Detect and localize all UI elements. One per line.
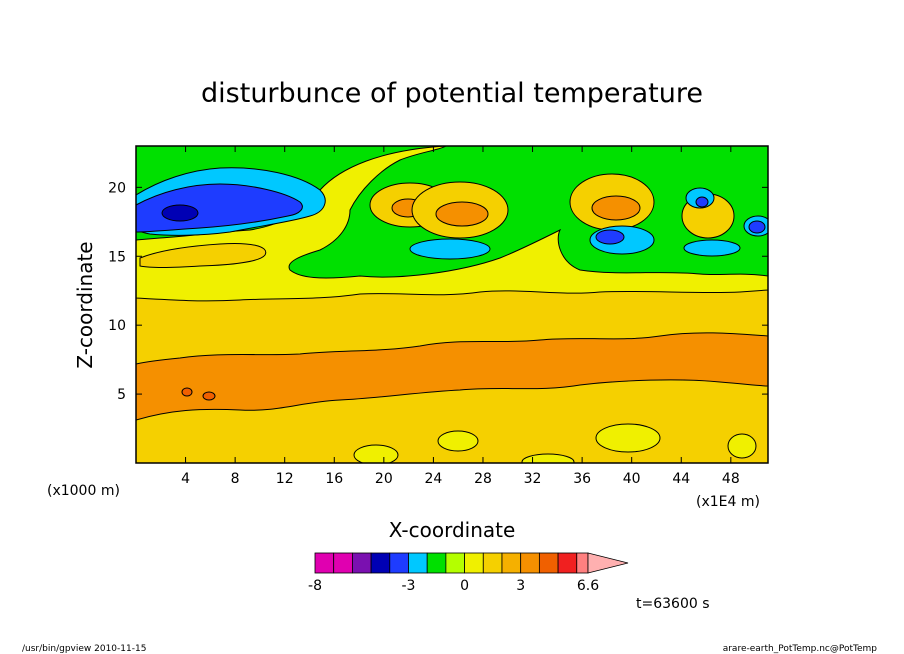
x-tick-label: 48 (722, 471, 740, 487)
colorbar-tick-label: 6.6 (577, 578, 599, 594)
blob-navy-left (161, 204, 199, 222)
x-tick-label: 24 (424, 471, 442, 487)
colorbar-swatch (408, 552, 428, 574)
blob-light-bottom5 (521, 453, 575, 463)
footer-right: arare-earth_PotTemp.nc@PotTemp (723, 644, 878, 654)
blob-blue-right (748, 220, 766, 234)
blob-orange-wave3 (591, 195, 641, 221)
blob-red-spot2 (202, 391, 216, 401)
colorbar-tick-label: 0 (460, 578, 469, 594)
colorbar-swatch (389, 552, 409, 574)
colorbar-swatch (426, 552, 447, 574)
colorbar-swatch (445, 552, 465, 574)
plot-area (136, 146, 768, 463)
colorbar-swatch (370, 552, 391, 574)
x-unit-left: (x1000 m) (47, 483, 120, 499)
blob-cyan-bottom-right (683, 239, 741, 257)
blob-blue-wave4 (695, 196, 709, 208)
colorbar-swatch (482, 552, 503, 574)
x-tick-label: 32 (524, 471, 542, 487)
blob-light-bottom3 (595, 423, 661, 453)
blob-light-bottom2 (437, 430, 479, 452)
blob-blue-wave3 (595, 229, 625, 245)
colorbar: -8 -3 0 3 6.6 (308, 552, 629, 594)
y-tick-label: 10 (108, 318, 126, 334)
colorbar-swatch (501, 552, 522, 574)
colorbar-swatch (520, 552, 540, 574)
y-axis: 5 10 15 20 (108, 180, 768, 403)
x-axis: 4 8 12 16 20 24 28 32 36 40 44 48 (181, 146, 740, 487)
colorbar-swatch (333, 552, 353, 574)
x-tick-label: 20 (375, 471, 393, 487)
colorbar-swatch (314, 552, 335, 574)
y-axis-label: Z-coordinate (73, 241, 97, 368)
colorbar-swatch (351, 552, 372, 574)
colorbar-extend-arrow (587, 552, 629, 574)
blob-cyan-wave2 (409, 238, 491, 260)
x-tick-label: 4 (181, 471, 190, 487)
time-label: t=63600 s (636, 596, 710, 612)
colorbar-tick-label: -8 (308, 578, 322, 594)
x-tick-label: 12 (276, 471, 294, 487)
y-tick-label: 15 (108, 249, 126, 265)
plot-frame (135, 145, 769, 464)
x-tick-label: 40 (623, 471, 641, 487)
y-tick-label: 20 (108, 180, 126, 196)
footer-left: /usr/bin/gpview 2010-11-15 (22, 644, 146, 654)
colorbar-tick-label: 3 (516, 578, 525, 594)
colorbar-swatch (576, 552, 589, 574)
x-tick-label: 28 (474, 471, 492, 487)
x-unit-right: (x1E4 m) (696, 494, 760, 510)
colorbar-tick-label: -3 (402, 578, 416, 594)
blob-yellow-left (139, 243, 267, 268)
x-tick-label: 8 (231, 471, 240, 487)
colorbar-swatch (538, 552, 559, 574)
chart-title: disturbunce of potential temperature (201, 78, 703, 109)
blob-light-bottom1 (353, 444, 399, 463)
x-tick-label: 44 (672, 471, 690, 487)
blob-red-spot1 (181, 387, 193, 397)
blob-light-bottom4 (727, 433, 757, 459)
x-tick-label: 36 (573, 471, 591, 487)
colorbar-swatch (557, 552, 578, 574)
colorbar-swatch (464, 552, 484, 574)
x-tick-label: 16 (325, 471, 343, 487)
blob-orange-wave2 (435, 201, 489, 227)
x-axis-label: X-coordinate (389, 518, 516, 542)
band-orange-core (136, 332, 768, 421)
y-tick-label: 5 (117, 387, 126, 403)
